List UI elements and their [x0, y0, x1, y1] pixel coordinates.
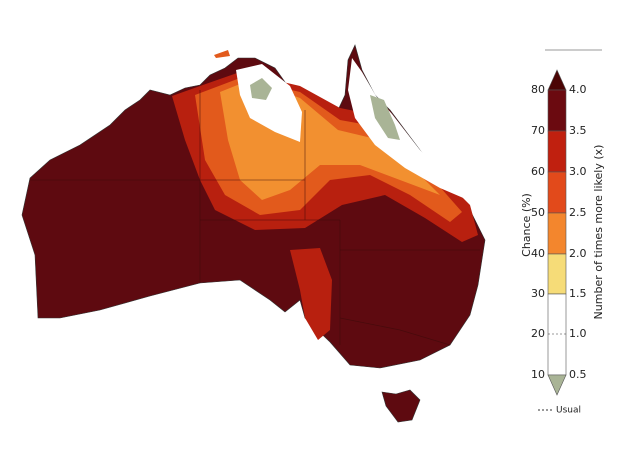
- colorbar-band: [547, 253, 567, 295]
- likely-label: 4.0: [569, 83, 587, 96]
- likely-label: 2.5: [569, 206, 587, 219]
- state-border: [30, 90, 480, 346]
- likely-label: 3.5: [569, 124, 587, 137]
- region-red-south: [290, 248, 332, 340]
- legend-labels: 80 70 60 50 40 30 20 10 4.0 3.5 3.0 2.5 2.0 1.5 1.0 0.5: [531, 83, 587, 381]
- colorbar-band: [547, 89, 567, 132]
- region-grey: [250, 78, 272, 100]
- usual-label: Usual: [556, 406, 581, 416]
- chance-label: 50: [531, 206, 545, 219]
- chance-label: 10: [531, 368, 545, 381]
- chance-title: Chance (%): [520, 193, 533, 257]
- region-white-north: [236, 64, 302, 142]
- chance-label: 80: [531, 83, 545, 96]
- chance-label: 60: [531, 165, 545, 178]
- region-white-east: [348, 58, 468, 200]
- likely-label: 3.0: [569, 165, 587, 178]
- likely-label: 1.0: [569, 327, 587, 340]
- colorbar-bottom-arrow: [547, 374, 567, 396]
- colorbar-band: [547, 171, 567, 214]
- chance-label: 20: [531, 327, 545, 340]
- tasmania: [381, 389, 421, 423]
- colorbar-band: [547, 212, 567, 255]
- chance-label: 30: [531, 287, 545, 300]
- island: [214, 50, 230, 58]
- colorbar-top-arrow: [547, 69, 567, 91]
- region-grey: [370, 95, 400, 140]
- australia-map: [21, 44, 486, 423]
- colorbar-band: [547, 293, 567, 376]
- likely-label: 2.0: [569, 247, 587, 260]
- likely-title: Number of times more likely (x): [592, 145, 605, 320]
- chance-label: 40: [531, 247, 545, 260]
- likely-label: 1.5: [569, 287, 587, 300]
- likely-label: 0.5: [569, 368, 587, 381]
- chance-label: 70: [531, 124, 545, 137]
- colorbar: [547, 69, 567, 396]
- colorbar-band: [547, 130, 567, 173]
